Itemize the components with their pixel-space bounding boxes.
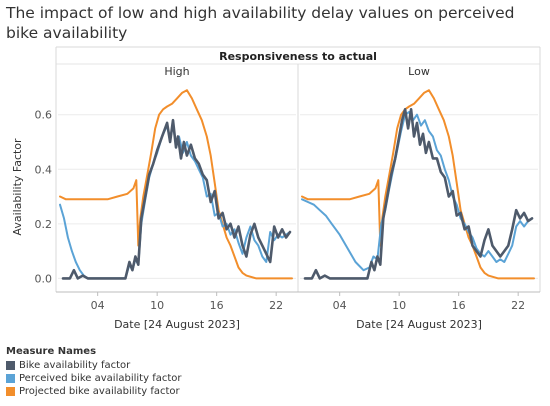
x-tick-label: 16: [452, 299, 466, 312]
legend-title: Measure Names: [6, 346, 97, 357]
y-tick-label: 0.0: [35, 272, 53, 285]
column-header: Responsiveness to actual: [219, 50, 377, 63]
x-tick-label: 04: [91, 299, 105, 312]
x-tick-label: 10: [150, 299, 164, 312]
x-axis-label: Date [24 August 2023]: [114, 318, 240, 331]
panel-title-low: Low: [408, 65, 430, 78]
legend-swatch: [6, 361, 15, 370]
x-tick-label: 04: [333, 299, 347, 312]
x-tick-label: 22: [511, 299, 525, 312]
legend-item-projected[interactable]: Projected bike availability factor: [6, 385, 182, 398]
legend-swatch: [6, 374, 15, 383]
legend-label: Projected bike availability factor: [19, 386, 180, 397]
series-line-projected-bike-availability-factor-high: [59, 89, 293, 280]
legend-item-perceived[interactable]: Perceived bike availability factor: [6, 372, 182, 385]
legend-item-bike[interactable]: Bike availability factor: [6, 359, 182, 372]
series-line-perceived-bike-availability-factor-high: [59, 124, 291, 280]
y-axis-label: Availability Factor: [11, 138, 24, 236]
series-line-bike-availability-factor-low: [303, 108, 534, 280]
legend: Measure Names Bike availability factor P…: [6, 346, 182, 398]
series-line-bike-availability-factor-high: [61, 118, 292, 280]
y-tick-label: 0.6: [35, 109, 53, 122]
series-line-perceived-bike-availability-factor-low: [301, 111, 533, 272]
x-tick-label: 10: [392, 299, 406, 312]
x-tick-label: 22: [269, 299, 283, 312]
legend-swatch: [6, 387, 15, 396]
y-tick-label: 0.4: [35, 163, 53, 176]
y-tick-label: 0.2: [35, 218, 53, 231]
series-line-projected-bike-availability-factor-low: [301, 89, 535, 280]
legend-label: Bike availability factor: [19, 360, 131, 371]
chart-title: The impact of low and high availability …: [6, 4, 515, 42]
x-tick-label: 16: [210, 299, 224, 312]
panel-title-high: High: [164, 65, 190, 78]
x-axis-label: Date [24 August 2023]: [356, 318, 482, 331]
legend-label: Perceived bike availability factor: [19, 373, 182, 384]
